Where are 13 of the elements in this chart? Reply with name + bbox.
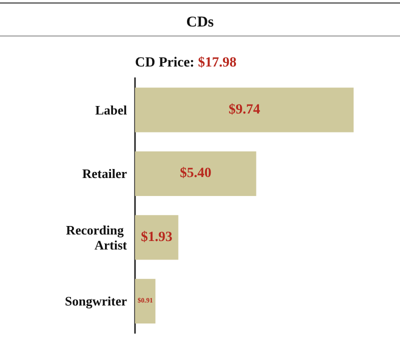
y-tick-label: Retailer bbox=[82, 166, 128, 182]
bar bbox=[135, 151, 256, 196]
y-tick-label: Songwriter bbox=[64, 294, 128, 309]
y-tick-label: Recording Artist bbox=[66, 222, 128, 252]
bar bbox=[135, 88, 354, 132]
chart-title: CDs bbox=[186, 14, 214, 30]
bar bbox=[135, 215, 178, 260]
data-label: $5.40 bbox=[180, 166, 212, 182]
y-tick-label: Label bbox=[95, 102, 128, 118]
data-label: $1.93 bbox=[140, 230, 172, 245]
data-label: $9.74 bbox=[228, 102, 260, 118]
bar bbox=[135, 278, 156, 324]
chart-subtitle: CD Price: $17.98 bbox=[135, 56, 236, 70]
